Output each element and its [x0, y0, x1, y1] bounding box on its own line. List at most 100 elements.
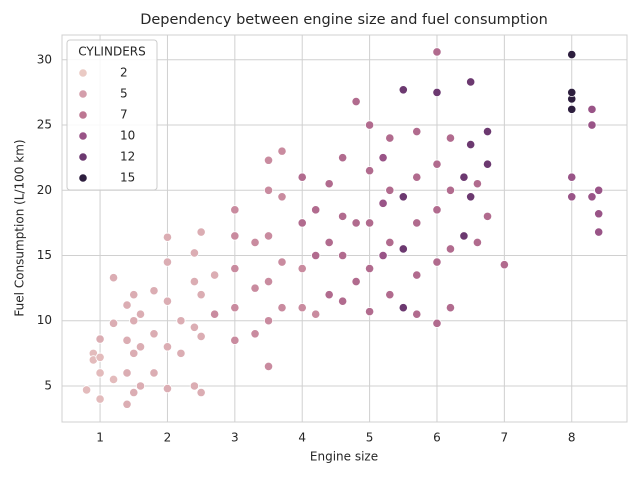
point	[196, 290, 206, 300]
y-tick-label: 5	[44, 378, 52, 392]
point	[459, 172, 469, 182]
point	[129, 348, 139, 358]
legend-marker	[78, 89, 88, 99]
point	[587, 120, 597, 130]
point	[135, 309, 146, 319]
point	[364, 263, 375, 274]
point	[263, 185, 274, 195]
point	[567, 172, 577, 182]
point	[189, 277, 200, 287]
point	[459, 231, 469, 241]
point	[297, 263, 307, 274]
point	[398, 303, 408, 313]
y-tick-label: 15	[37, 248, 52, 262]
point	[250, 283, 260, 293]
point	[412, 126, 422, 137]
point	[338, 153, 348, 163]
y-tick-label: 25	[37, 118, 52, 132]
y-axis-label: Fuel Consumption (L/100 km)	[13, 139, 27, 316]
x-tick-label: 7	[501, 431, 509, 445]
point	[162, 342, 173, 352]
point	[594, 227, 604, 237]
point	[210, 270, 220, 280]
point	[567, 192, 577, 202]
point	[263, 155, 274, 165]
point	[189, 381, 200, 391]
x-tick-label: 1	[96, 431, 104, 445]
point	[250, 237, 260, 248]
x-tick-label: 2	[164, 431, 172, 445]
point	[95, 368, 105, 378]
point	[594, 209, 604, 219]
point	[412, 309, 422, 319]
point	[587, 192, 597, 202]
point	[95, 352, 105, 362]
point	[277, 192, 287, 202]
legend-label: 2	[120, 66, 128, 80]
point	[129, 290, 139, 300]
point	[263, 231, 274, 241]
point	[466, 192, 476, 202]
point	[324, 237, 334, 248]
x-tick-label: 8	[568, 431, 576, 445]
point	[149, 329, 159, 339]
x-tick-label: 4	[298, 431, 306, 445]
point	[311, 309, 321, 319]
point	[297, 303, 307, 313]
point	[445, 185, 456, 195]
point	[445, 244, 456, 254]
point	[378, 198, 388, 208]
point	[472, 237, 483, 248]
legend-label: 15	[120, 171, 135, 185]
point	[385, 133, 395, 143]
point	[432, 87, 442, 98]
point	[189, 322, 200, 332]
legend-title: CYLINDERS	[78, 45, 145, 59]
point	[162, 257, 173, 267]
point	[364, 120, 375, 130]
point	[385, 237, 395, 248]
point	[364, 307, 375, 317]
point	[196, 387, 206, 398]
point	[338, 296, 348, 306]
point	[129, 387, 139, 398]
legend-label: 10	[120, 129, 135, 143]
point	[364, 166, 375, 176]
point	[149, 286, 159, 296]
point	[398, 85, 408, 95]
point	[122, 399, 132, 409]
point	[432, 159, 442, 169]
point	[135, 342, 146, 352]
legend-label: 7	[120, 108, 128, 122]
point	[594, 185, 604, 195]
point	[230, 303, 240, 313]
point	[338, 211, 348, 221]
point	[567, 49, 577, 60]
point	[189, 248, 200, 258]
point	[567, 104, 577, 114]
legend-marker	[78, 68, 88, 78]
point	[95, 334, 105, 344]
point	[162, 232, 173, 242]
point	[277, 257, 287, 267]
point	[129, 316, 139, 326]
chart-title: Dependency between engine size and fuel …	[140, 12, 548, 28]
point	[263, 361, 274, 372]
point	[499, 260, 509, 270]
point	[432, 318, 442, 328]
point	[149, 368, 159, 378]
point	[263, 277, 274, 287]
point	[412, 218, 422, 228]
point	[338, 250, 348, 261]
legend-label: 12	[120, 150, 135, 164]
x-tick-label: 6	[433, 431, 441, 445]
point	[81, 385, 92, 395]
point	[385, 290, 395, 300]
point	[196, 331, 206, 342]
point	[432, 47, 442, 57]
point	[445, 303, 456, 313]
point	[466, 140, 476, 150]
point	[324, 290, 334, 300]
point	[378, 250, 388, 261]
legend-box	[66, 39, 158, 191]
